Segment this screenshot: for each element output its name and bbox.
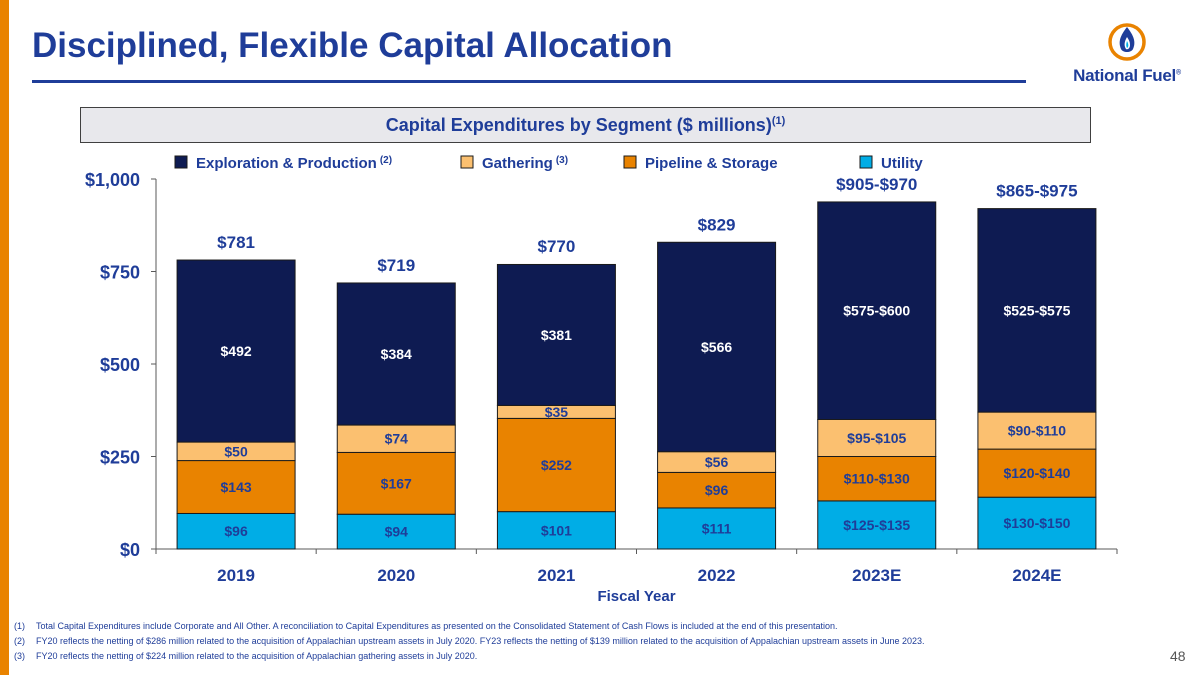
flame-icon: [1108, 23, 1146, 61]
bar-segment: [496, 417, 616, 513]
data-label: $492: [221, 343, 252, 359]
data-label: $167: [381, 475, 412, 491]
legend-swatch: [623, 155, 637, 169]
bar-segment: [657, 507, 777, 550]
data-label: $90-$110: [1008, 423, 1067, 439]
data-label: $120-$140: [1003, 465, 1070, 481]
total-label: $781: [217, 233, 255, 252]
legend-label-text: Utility: [881, 155, 923, 172]
footnote: (2) FY20 reflects the netting of $286 mil…: [14, 636, 925, 646]
data-label: $94: [385, 524, 409, 540]
y-tick-label: $0: [120, 540, 140, 560]
bar-segment: [657, 241, 777, 453]
legend-footnote-ref: (3): [556, 155, 568, 166]
bar-segment: [176, 259, 296, 443]
total-label: $770: [538, 237, 576, 256]
x-axis-title: Fiscal Year: [597, 588, 675, 605]
data-label: $35: [545, 404, 569, 420]
bar-segment: [817, 201, 937, 420]
x-tick-label: 2021: [538, 566, 576, 585]
total-label: $719: [377, 256, 415, 275]
data-label: $252: [541, 457, 572, 473]
data-label: $525-$575: [1003, 302, 1070, 318]
total-label: $905-$970: [836, 175, 917, 194]
legend-label: Gathering (3): [482, 155, 568, 172]
bar-segment: [977, 448, 1097, 498]
data-label: $50: [224, 443, 248, 459]
y-tick-label: $1,000: [85, 170, 140, 190]
bar-segment: [496, 263, 616, 406]
footnotes: (1) Total Capital Expenditures include Co…: [14, 619, 1014, 664]
x-tick-label: 2019: [217, 566, 255, 585]
legend-label: Utility: [881, 155, 923, 172]
legend-label-text: Gathering: [482, 155, 553, 172]
bar-segment: [977, 496, 1097, 550]
bar-segment: [977, 411, 1097, 450]
data-label: $96: [224, 523, 248, 539]
data-label: $143: [221, 479, 252, 495]
bar-segment: [336, 424, 456, 453]
legend-label-text: Exploration & Production: [196, 155, 377, 172]
bar-segment: [817, 500, 937, 550]
total-label: $829: [698, 215, 736, 234]
legend-swatch: [460, 155, 474, 169]
y-tick-label: $500: [100, 355, 140, 375]
total-label: $865-$975: [996, 182, 1077, 201]
data-label: $575-$600: [843, 303, 910, 319]
data-label: $56: [705, 454, 729, 470]
data-label: $110-$130: [844, 471, 910, 487]
footnote: (1) Total Capital Expenditures include Co…: [14, 621, 838, 631]
legend-label-text: Pipeline & Storage: [645, 155, 778, 172]
x-tick-label: 2022: [698, 566, 736, 585]
legend-label: Pipeline & Storage: [645, 155, 778, 172]
bar-segment: [657, 471, 777, 509]
bar-segment: [496, 511, 616, 550]
data-label: $384: [381, 346, 412, 362]
footnote: (3) FY20 reflects the netting of $224 mil…: [14, 651, 478, 661]
chart-title-footnote-ref: (1): [771, 115, 786, 127]
data-label: $95-$105: [847, 430, 906, 446]
slide-title: Disciplined, Flexible Capital Allocation: [32, 26, 673, 65]
legend-swatch: [174, 155, 188, 169]
data-label: $125-$135: [843, 517, 910, 533]
bar-segment: [336, 282, 456, 426]
data-label: $566: [701, 339, 732, 355]
y-tick-label: $250: [100, 448, 140, 468]
national-fuel-logo: National Fuel®: [1072, 22, 1182, 92]
page-number: 48: [1170, 648, 1186, 664]
y-tick-label: $750: [100, 263, 140, 283]
x-tick-label: 2023E: [852, 566, 901, 585]
bar-segment: [977, 208, 1097, 413]
title-divider: [32, 80, 1026, 83]
bar-segment: [176, 512, 296, 550]
data-label: $74: [385, 431, 409, 447]
chart-title: Capital Expenditures by Segment ($ milli…: [385, 115, 772, 135]
accent-bar: [0, 0, 9, 675]
legend-swatch: [859, 155, 873, 169]
bar-segment: [176, 460, 296, 514]
x-tick-label: 2024E: [1012, 566, 1061, 585]
chart-title-box: Capital Expenditures by Segment ($ milli…: [80, 107, 1091, 143]
data-label: $111: [702, 520, 732, 536]
legend-footnote-ref: (2): [380, 155, 392, 166]
legend-label: Exploration & Production (2): [196, 155, 392, 172]
logo-wordmark: National Fuel®: [1073, 66, 1181, 85]
bar-segment: [817, 419, 937, 457]
data-label: $381: [541, 327, 572, 343]
bar-segment: [336, 513, 456, 550]
bar-segment: [817, 456, 937, 502]
x-tick-label: 2020: [377, 566, 415, 585]
data-label: $130-$150: [1003, 515, 1070, 531]
data-label: $101: [541, 522, 572, 538]
data-label: $96: [705, 482, 729, 498]
